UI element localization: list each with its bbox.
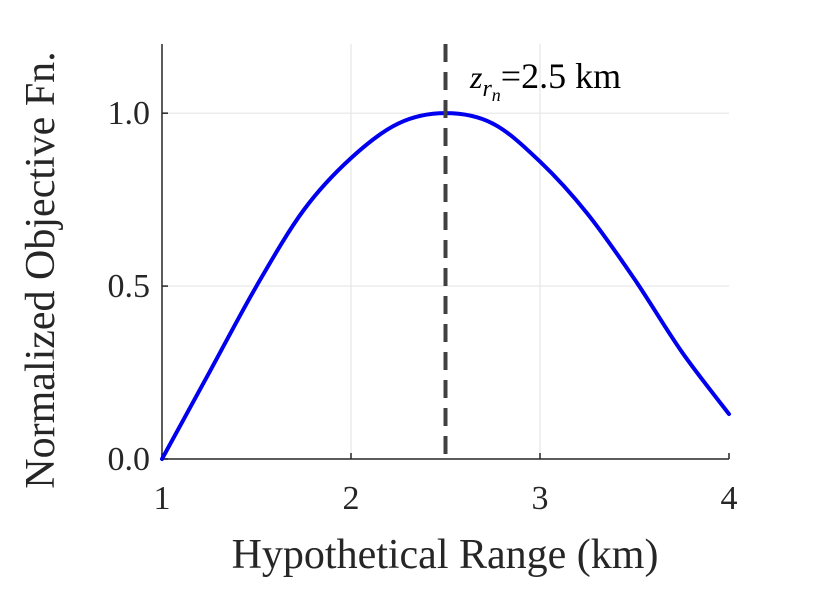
y-tick-label-0: 0.0 xyxy=(108,441,151,478)
y-tick-labels: 0.0 0.5 1.0 xyxy=(108,95,151,478)
annotation-value: 2.5 km xyxy=(521,56,621,96)
x-tick-label-0: 1 xyxy=(154,480,171,517)
annotation-equals: = xyxy=(501,56,521,96)
annotation-variable: z xyxy=(469,59,483,95)
x-tick-label-1: 2 xyxy=(343,480,360,517)
peak-range-annotation: zrn=2.5 km xyxy=(469,56,621,105)
x-axis-title: Hypothetical Range (km) xyxy=(232,532,659,578)
x-tick-labels: 1 2 3 4 xyxy=(154,480,738,517)
annotation-subsubscript: n xyxy=(492,85,501,105)
y-tick-label-2: 1.0 xyxy=(108,95,151,132)
x-tick-label-3: 4 xyxy=(721,480,738,517)
annotation-subscript: r xyxy=(482,76,492,102)
x-tick-label-2: 3 xyxy=(532,480,549,517)
y-tick-label-1: 0.5 xyxy=(108,268,151,305)
y-axis-title: Normalized Objective Fn. xyxy=(18,51,64,488)
